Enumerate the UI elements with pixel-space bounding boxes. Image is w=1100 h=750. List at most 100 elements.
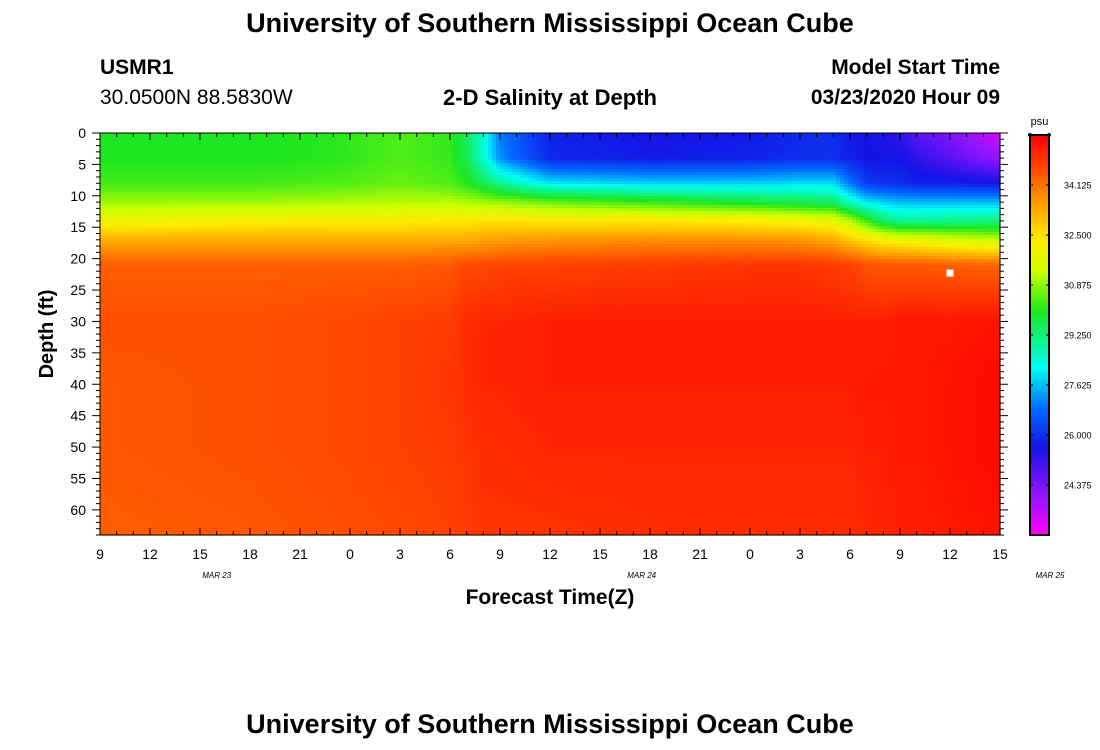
- heatmap-cell: [820, 136, 825, 140]
- heatmap-cell: [436, 142, 441, 146]
- heatmap-cell: [332, 154, 337, 158]
- heatmap-cell: [128, 169, 133, 173]
- heatmap-cell: [604, 145, 609, 149]
- heatmap-cell: [680, 136, 685, 140]
- heatmap-cell: [268, 148, 273, 152]
- heatmap-cell: [556, 151, 561, 155]
- heatmap-cell: [880, 163, 885, 167]
- heatmap-cell: [256, 160, 261, 164]
- heatmap-cell: [780, 136, 785, 140]
- heatmap-cell: [452, 133, 457, 137]
- heatmap-cell: [264, 145, 269, 149]
- heatmap-cell: [316, 139, 321, 143]
- heatmap-cell: [740, 160, 745, 164]
- heatmap-cell: [844, 142, 849, 146]
- heatmap-cell: [732, 136, 737, 140]
- heatmap-cell: [904, 154, 909, 158]
- heatmap-cell: [500, 133, 505, 137]
- heatmap-cell: [220, 163, 225, 167]
- heatmap-cell: [136, 151, 141, 155]
- heatmap-cell: [636, 166, 641, 170]
- heatmap-cell: [976, 139, 981, 143]
- heatmap-cell: [420, 145, 425, 149]
- heatmap-cell: [828, 157, 833, 161]
- heatmap-cell: [828, 142, 833, 146]
- heatmap-cell: [672, 163, 677, 167]
- heatmap-cell: [564, 160, 569, 164]
- heatmap-cell: [460, 136, 465, 140]
- heatmap-cell: [644, 145, 649, 149]
- heatmap-cell: [936, 142, 941, 146]
- heatmap-cell: [696, 154, 701, 158]
- heatmap-cell: [888, 163, 893, 167]
- heatmap-cell: [676, 139, 681, 143]
- heatmap-cell: [524, 154, 529, 158]
- heatmap-cell: [340, 148, 345, 152]
- heatmap-cell: [752, 166, 757, 170]
- heatmap-cell: [292, 133, 297, 137]
- heatmap-cell: [424, 133, 429, 137]
- model-start-value: 03/23/2020 Hour 09: [811, 86, 1000, 110]
- heatmap-cell: [668, 151, 673, 155]
- heatmap-cell: [508, 148, 513, 152]
- heatmap-cell: [416, 142, 421, 146]
- heatmap-cell: [484, 148, 489, 152]
- heatmap-cell: [768, 145, 773, 149]
- heatmap-cell: [732, 148, 737, 152]
- heatmap-cell: [348, 139, 353, 143]
- heatmap-cell: [144, 166, 149, 170]
- heatmap-cell: [936, 163, 941, 167]
- heatmap-cell: [140, 151, 145, 155]
- heatmap-cell: [988, 166, 993, 170]
- heatmap-cell: [300, 154, 305, 158]
- heatmap-cell: [592, 148, 597, 152]
- heatmap-cell: [572, 160, 577, 164]
- heatmap-cell: [592, 142, 597, 146]
- heatmap-cell: [832, 166, 837, 170]
- heatmap-cell: [732, 145, 737, 149]
- heatmap-cell: [160, 154, 165, 158]
- heatmap-cell: [312, 151, 317, 155]
- heatmap-cell: [332, 163, 337, 167]
- heatmap-cell: [572, 154, 577, 158]
- heatmap-cell: [192, 166, 197, 170]
- heatmap-cell: [468, 166, 473, 170]
- heatmap-cell: [548, 157, 553, 161]
- heatmap-cell: [148, 145, 153, 149]
- heatmap-cell: [340, 136, 345, 140]
- heatmap-cell: [668, 145, 673, 149]
- heatmap-cell: [852, 142, 857, 146]
- heatmap-cell: [128, 139, 133, 143]
- heatmap-cell: [480, 136, 485, 140]
- heatmap-cell: [256, 169, 261, 173]
- heatmap-cell: [664, 145, 669, 149]
- heatmap-cell: [840, 136, 845, 140]
- heatmap-cell: [836, 148, 841, 152]
- heatmap-cell: [556, 157, 561, 161]
- heatmap-cell: [128, 166, 133, 170]
- heatmap-cell: [456, 148, 461, 152]
- heatmap-cell: [932, 154, 937, 158]
- heatmap-cell: [772, 157, 777, 161]
- heatmap-cell: [544, 163, 549, 167]
- heatmap-cell: [824, 151, 829, 155]
- heatmap-cell: [724, 151, 729, 155]
- heatmap-cell: [772, 136, 777, 140]
- heatmap-cell: [676, 157, 681, 161]
- heatmap-cell: [512, 166, 517, 170]
- heatmap-cell: [744, 133, 749, 137]
- heatmap-cell: [820, 166, 825, 170]
- heatmap-cell: [576, 136, 581, 140]
- heatmap-cell: [220, 154, 225, 158]
- heatmap-cell: [108, 160, 113, 164]
- heatmap-cell: [396, 157, 401, 161]
- heatmap-cell: [196, 133, 201, 137]
- heatmap-cell: [708, 157, 713, 161]
- heatmap-cell: [104, 145, 109, 149]
- heatmap-cell: [196, 163, 201, 167]
- heatmap-cell: [452, 139, 457, 143]
- heatmap-cell: [276, 148, 281, 152]
- heatmap-cell: [888, 166, 893, 170]
- heatmap-cell: [164, 160, 169, 164]
- heatmap-cell: [828, 166, 833, 170]
